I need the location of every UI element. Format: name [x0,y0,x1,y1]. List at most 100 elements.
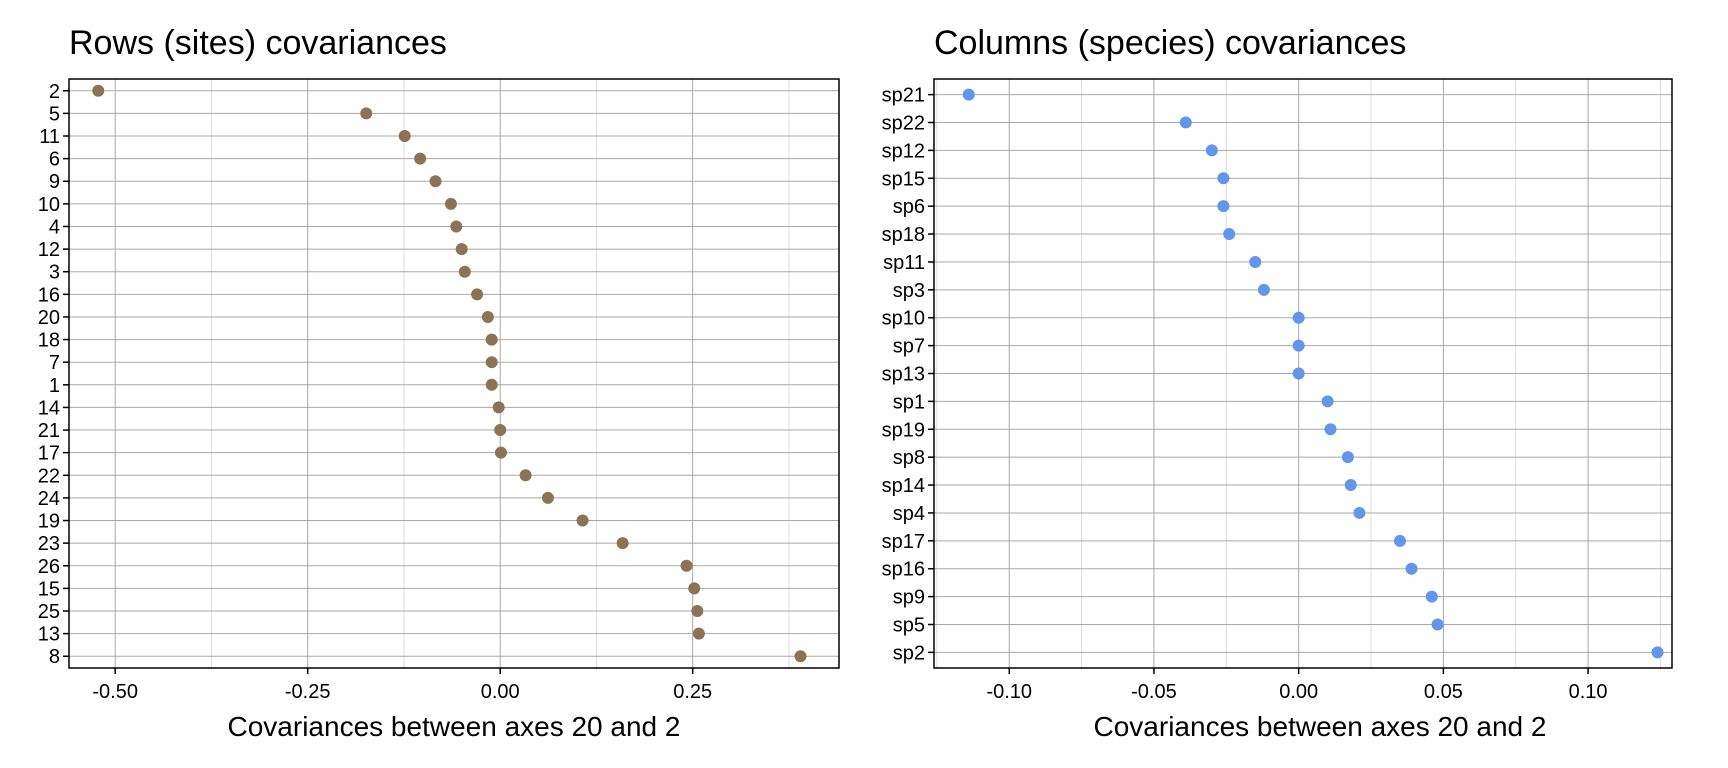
y-tick-label: 16 [38,284,60,306]
data-point-sp18 [1223,228,1236,241]
x-tick-label: -0.05 [1131,681,1177,703]
x-tick-label: 0.05 [1424,681,1463,703]
y-tick-label: sp22 [882,113,925,135]
data-point-sp2 [1651,646,1664,659]
y-tick-label: 2 [49,81,60,103]
data-point-1 [485,378,498,391]
y-tick-label: sp1 [893,391,925,413]
data-point-sp6 [1217,200,1230,213]
data-point-3 [458,265,471,278]
x-tick-label: 0.10 [1569,681,1608,703]
data-point-sp14 [1344,479,1357,492]
data-point-sp17 [1393,534,1406,547]
data-point-6 [414,152,427,165]
y-tick-label: 24 [38,488,60,510]
y-tick-label: sp13 [882,364,925,386]
y-tick-label: 21 [38,420,60,442]
x-axis-label: Covariances between axes 20 and 2 [228,711,681,742]
data-point-4 [450,220,463,233]
y-tick-label: 12 [38,239,60,261]
panel-rows-sites: Rows (sites) covariances Covariances bet… [38,24,840,742]
data-point-19 [576,514,589,527]
data-point-sp10 [1292,311,1305,324]
data-point-sp19 [1324,423,1337,436]
y-tick-label: sp8 [893,447,925,469]
data-point-sp9 [1425,590,1438,603]
y-tick-label: 9 [49,171,60,193]
data-point-sp3 [1257,283,1270,296]
y-tick-label: sp18 [882,224,925,246]
data-point-sp8 [1341,451,1354,464]
data-point-sp22 [1179,116,1192,129]
data-point-12 [455,243,468,256]
x-tick-label: -0.25 [285,681,331,703]
data-point-20 [481,310,494,323]
y-tick-label: sp15 [882,168,925,190]
x-axis: -0.10 -0.05 0.00 0.05 0.10 [986,668,1608,703]
data-point-24 [541,491,554,504]
data-point-22 [519,469,532,482]
y-tick-label: 1 [49,375,60,397]
data-point-18 [485,333,498,346]
data-point-25 [691,605,704,617]
x-tick-label: 0.25 [673,681,712,703]
data-point-sp15 [1217,172,1230,185]
data-point-sp12 [1205,144,1218,157]
data-point-10 [444,197,457,210]
data-point-26 [680,559,693,572]
data-point-sp21 [962,88,975,101]
y-tick-label: sp9 [893,587,925,609]
y-tick-label: 11 [39,126,60,148]
data-point-sp11 [1249,255,1262,268]
y-tick-label: 22 [38,465,60,487]
y-tick-label: 14 [38,397,60,419]
y-tick-label: sp10 [882,308,925,330]
panel-title: Rows (sites) covariances [69,24,447,62]
y-tick-label: 5 [49,103,60,125]
x-axis-label: Covariances between axes 20 and 2 [1094,711,1547,742]
y-tick-label: 18 [38,330,60,352]
y-tick-label: 20 [38,307,60,329]
y-tick-label: 4 [49,216,60,238]
y-tick-label: 17 [38,443,60,465]
y-tick-label: sp21 [882,85,925,107]
y-tick-label: 3 [49,262,60,284]
plot-frame [68,78,840,669]
y-tick-label: 15 [38,578,60,600]
data-point-21 [494,424,507,437]
panel-title: Columns (species) covariances [934,24,1406,62]
data-point-sp16 [1405,562,1418,575]
y-tick-label: sp11 [883,252,925,274]
data-point-16 [471,288,484,301]
data-point-sp5 [1431,618,1444,631]
y-tick-label: sp2 [893,642,925,664]
data-point-7 [485,356,498,369]
data-point-sp1 [1321,395,1334,408]
data-point-13 [692,627,705,640]
y-axis: sp21 sp22 sp12 sp15 sp6 sp18 sp11 sp3 sp10 sp7 sp1… [882,85,934,664]
panel-columns-species: Columns (species) covariances Covariance… [882,24,1673,742]
data-point-8 [794,650,807,663]
data-points [962,88,1664,659]
y-tick-label: sp4 [893,503,925,525]
x-tick-label: 0.00 [481,681,520,703]
data-point-sp7 [1292,339,1305,352]
data-point-23 [616,537,629,550]
grid [69,79,839,668]
data-point-17 [494,446,507,459]
y-tick-label: 25 [38,601,60,623]
y-tick-label: 10 [38,194,60,216]
y-tick-label: sp17 [882,531,925,553]
y-tick-label: sp14 [882,475,925,497]
y-tick-label: sp12 [882,140,925,162]
data-point-sp13 [1292,367,1305,380]
data-point-2 [92,84,105,97]
y-tick-label: 26 [38,556,60,578]
y-tick-label: 7 [49,352,60,374]
y-tick-label: sp19 [882,419,925,441]
y-tick-label: 19 [38,511,60,533]
x-tick-label: -0.10 [986,681,1032,703]
data-point-sp4 [1353,506,1366,519]
